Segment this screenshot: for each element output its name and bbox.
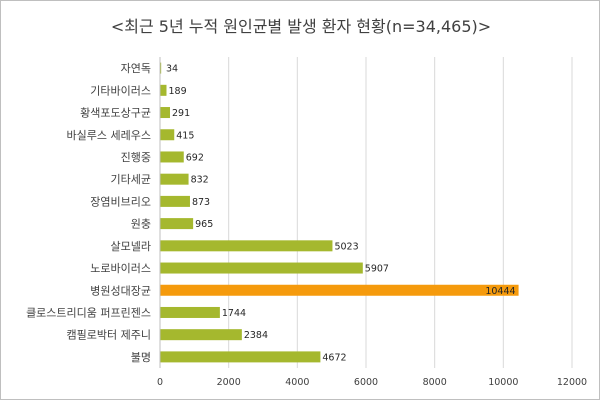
category-label: 노로바이러스 [90,262,151,275]
data-label: 415 [176,130,194,141]
bar [160,306,220,318]
category-label: 진행중 [121,151,151,164]
bar [160,262,363,274]
category-label: 불명 [131,351,151,364]
category-label: 병원성대장균 [90,284,151,297]
category-label: 기타바이러스 [90,84,151,97]
data-label: 10444 [485,286,515,297]
category-label: 장염비브리오 [90,195,151,208]
bar [160,129,175,141]
category-label: 원충 [131,218,151,231]
bar [160,195,190,207]
data-label: 965 [195,219,213,230]
bar [160,173,189,185]
x-tick-label: 4000 [285,377,309,388]
x-tick-label: 0 [157,377,163,388]
bar [160,218,194,230]
x-tick-label: 2000 [217,377,241,388]
data-label: 1744 [222,308,246,319]
data-label: 873 [192,197,210,208]
bar [160,107,170,119]
bar [160,329,242,341]
data-label: 5023 [334,241,358,252]
data-label: 692 [186,152,204,163]
data-label: 4672 [322,352,346,363]
bar [160,240,333,252]
data-label: 832 [191,175,209,186]
chart-title: <최근 5년 누적 원인균별 발생 환자 현황(n=34,465)> [110,17,492,36]
category-label: 기타세균 [111,173,151,186]
bar [160,351,321,363]
bar [160,62,162,74]
data-label: 5907 [365,264,389,275]
category-label: 살모넬라 [111,240,151,253]
category-label: 클로스트리디움 퍼프린젠스 [26,306,151,319]
data-label: 34 [166,64,178,75]
category-label: 캠필로박터 제주니 [67,329,151,342]
data-label: 189 [168,86,186,97]
bar [160,284,519,296]
category-label: 자연독 [121,62,151,75]
data-label: 2384 [244,330,268,341]
data-label: 291 [172,108,190,119]
bar [160,151,184,163]
x-tick-label: 8000 [423,377,447,388]
category-label: 황색포도상구균 [80,107,151,120]
x-tick-label: 6000 [354,377,378,388]
bar [160,84,167,96]
x-tick-label: 10000 [488,377,518,388]
x-tick-label: 12000 [557,377,587,388]
category-label: 바실루스 세레우스 [67,129,151,142]
